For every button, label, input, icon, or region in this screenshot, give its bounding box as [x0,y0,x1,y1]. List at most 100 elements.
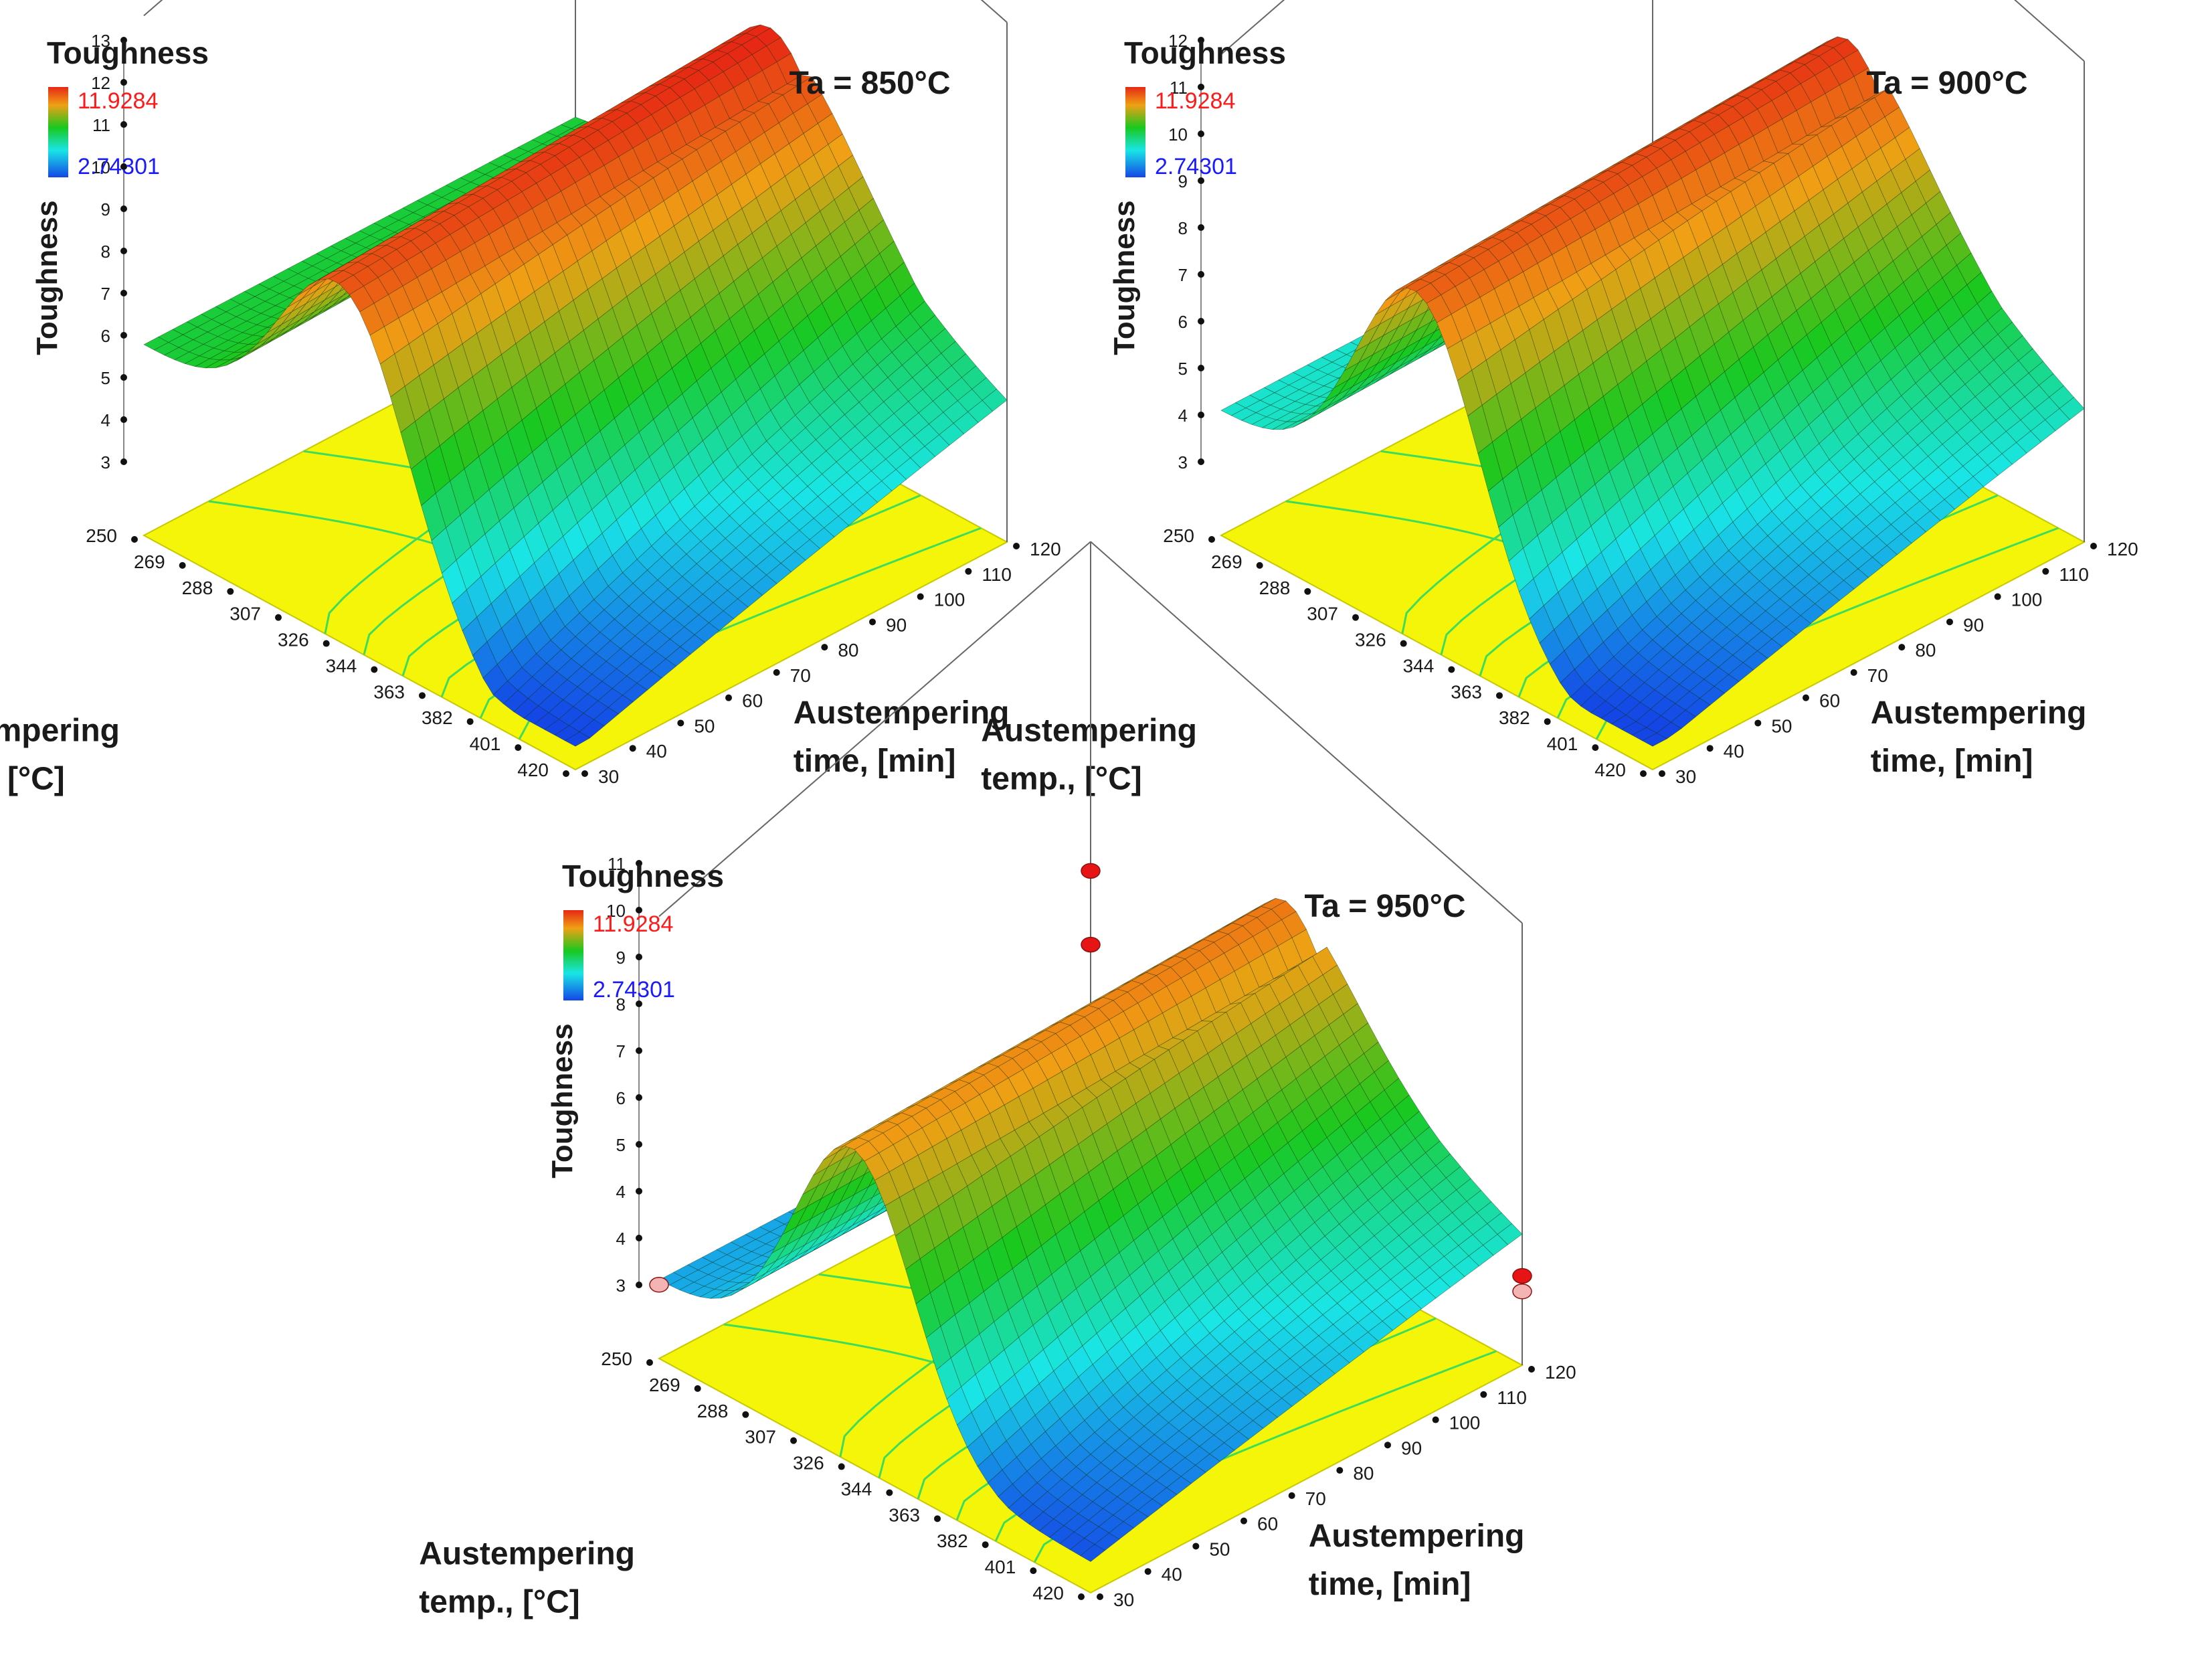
design-point-marker [1081,936,1101,953]
y-tick-mark [1288,1492,1295,1499]
z-tick-label: 3 [1178,452,1188,472]
x-tick-mark [227,588,234,595]
x-tick-mark [322,640,330,647]
z-tick-label: 6 [1178,312,1188,332]
design-point-marker [1081,863,1101,879]
x-tick-mark [934,1515,941,1522]
x-tick-label: 288 [697,1401,729,1421]
x-tick-label: 420 [1032,1583,1064,1603]
x-tick-label: 326 [278,630,309,650]
wall-edge-right [980,0,1008,23]
colorbar-title: Toughness [47,35,209,70]
y-tick-label: 90 [1963,614,1984,635]
z-axis-title: Toughness [31,200,64,355]
x-tick-mark [1496,692,1503,699]
colorbar-gradient [48,87,68,177]
y-tick-label: 90 [1401,1437,1422,1458]
surface-mesh [143,24,1008,747]
x-tick-mark [646,1359,653,1366]
y-tick-mark [1480,1391,1487,1398]
surface-chart-950: 344567891011Toughness2502692883073263443… [419,541,1576,1620]
x-axis: 250 269 288 307 326 344 363 382 401 420 [86,525,569,780]
x-tick-label: 363 [373,681,405,702]
colorbar-min-label: 2.74301 [78,154,160,179]
x-tick-mark [466,718,474,725]
z-tick-label: 10 [1168,124,1188,145]
wall-edge-right [2014,0,2085,62]
surface-facet [1080,1544,1106,1562]
wall-edge-left [143,0,163,17]
y-axis: 30 40 50 60 70 80 90 100 110 120 [1659,539,2138,787]
x-tick-label: 363 [1451,681,1482,702]
chart-panel-850: 3 4 5 6 7 8 9 10 11 12 13 Toughness 250 269 288 307 326 3… [0,0,1097,837]
y-tick-mark [1898,644,1906,651]
z-tick-mark [1198,412,1204,418]
x-tick-label: 401 [470,733,501,754]
x-tick-mark [982,1541,989,1549]
x-tick-label: 307 [1307,604,1338,624]
x-tick-label: 382 [422,707,453,728]
z-tick-label: 11 [608,854,626,874]
x-tick-label: 269 [134,551,165,572]
z-tick-label: 7 [101,284,110,304]
y-tick-label: 60 [1819,691,1840,711]
y-tick-mark [1192,1543,1200,1550]
y-tick-mark [1384,1441,1391,1449]
z-tick-mark [1198,318,1204,325]
x-axis-title-line1: Austempering [981,713,1197,749]
z-tick-mark [636,1000,642,1007]
z-tick-mark [1198,271,1204,278]
y-tick-label: 120 [1545,1362,1576,1383]
y-tick-label: 60 [1257,1514,1278,1535]
z-tick-mark [1198,177,1204,184]
x-axis: 250 269 288 307 326 344 363 382 401 420 [1163,525,1647,780]
x-tick-label: 382 [1499,707,1530,728]
colorbar-max-label: 11.9284 [593,911,673,937]
z-tick-mark [1198,37,1204,43]
y-tick-label: 70 [790,665,811,686]
wall-edge-right [1090,541,1523,924]
z-tick-label: 5 [1178,359,1188,379]
x-tick-mark [131,536,138,543]
z-tick-label: 8 [1178,218,1188,238]
x-tick-label: 382 [937,1530,968,1551]
y-axis: 30 40 50 60 70 80 90 100 110 120 [581,539,1061,787]
z-tick-label: 11 [1170,78,1188,98]
y-tick-label: 50 [1209,1539,1230,1559]
surface-facet [565,731,591,747]
y-tick-label: 40 [646,741,667,762]
x-tick-label: 288 [182,578,213,598]
x-tick-label: 250 [1163,525,1194,546]
z-axis-title: Toughness [546,1023,579,1178]
y-tick-label: 50 [1771,715,1792,736]
z-tick-mark [120,205,127,212]
y-tick-label: 100 [1449,1413,1481,1433]
x-tick-label: 307 [745,1427,776,1448]
y-axis-title-line1: Austempering [1871,695,2087,731]
chart-title: Ta = 850°C [789,66,950,101]
data-markers [649,863,1532,1300]
y-tick-label: 30 [598,766,619,787]
y-tick-mark [773,669,780,676]
y-tick-label: 120 [1030,539,1061,559]
z-tick-label: 12 [1168,31,1188,51]
y-axis: 30 40 50 60 70 80 90 100 110 120 [1097,1362,1576,1610]
x-tick-label: 250 [601,1348,632,1369]
z-tick-mark [120,374,127,381]
z-tick-mark [1198,84,1204,90]
z-tick-label: 12 [91,73,110,93]
y-axis-title-line1: Austempering [1309,1518,1525,1554]
y-tick-mark [1946,618,1953,626]
y-tick-mark [1803,694,1809,701]
y-tick-mark [1706,745,1714,752]
z-tick-mark [1198,130,1204,137]
x-tick-mark [1030,1567,1037,1575]
z-tick-label: 6 [616,1088,626,1108]
z-tick-mark [120,290,127,296]
y-tick-mark [1659,770,1665,777]
x-tick-mark [1352,614,1359,621]
surface-mesh [658,897,1523,1562]
z-axis: 3 4 5 6 7 8 9 10 11 12 13 [91,31,127,472]
design-point-marker [1512,1284,1532,1300]
z-tick-mark [636,907,642,913]
